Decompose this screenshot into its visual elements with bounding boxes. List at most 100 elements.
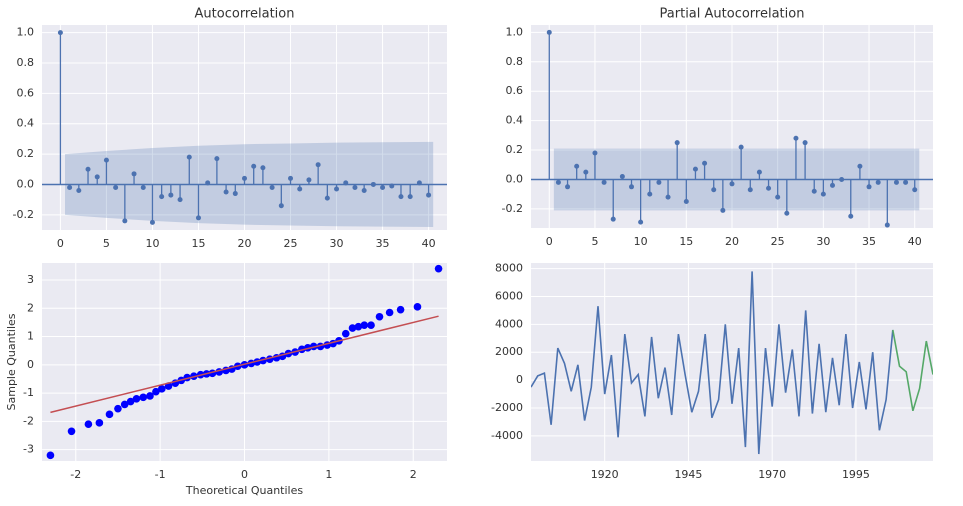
stem-marker bbox=[738, 144, 744, 150]
plot-area bbox=[531, 29, 933, 228]
y-tick-label: 0.2 bbox=[17, 147, 35, 160]
stem-marker bbox=[884, 222, 890, 228]
x-tick-label: 0 bbox=[241, 468, 248, 481]
stem-marker bbox=[334, 186, 340, 192]
stem-marker bbox=[343, 180, 349, 186]
x-tick-label: 2 bbox=[410, 468, 417, 481]
stem-marker bbox=[683, 199, 689, 205]
stem-marker bbox=[278, 203, 284, 209]
stem-marker bbox=[103, 157, 109, 163]
stem-marker bbox=[251, 163, 257, 169]
stem-marker bbox=[839, 176, 845, 182]
stem-marker bbox=[565, 184, 571, 190]
stem-marker bbox=[629, 184, 634, 190]
point bbox=[120, 400, 129, 409]
stem-marker bbox=[793, 135, 799, 141]
y-tick-label: 6000 bbox=[495, 289, 523, 302]
y-tick-label: -3 bbox=[23, 443, 34, 456]
chart-title: Autocorrelation bbox=[195, 7, 295, 22]
stem-marker bbox=[205, 180, 211, 186]
stem-marker bbox=[122, 218, 128, 224]
y-tick-label: 1.0 bbox=[506, 25, 524, 38]
stem-marker bbox=[848, 213, 854, 219]
point bbox=[367, 321, 375, 330]
stem-marker bbox=[720, 207, 726, 213]
stem-marker bbox=[912, 187, 918, 193]
y-tick-label: 0.8 bbox=[506, 55, 524, 68]
stem-marker bbox=[674, 140, 680, 146]
stem-marker bbox=[875, 179, 881, 185]
x-tick-label: 10 bbox=[145, 237, 159, 250]
x-tick-label: 10 bbox=[634, 235, 648, 248]
plot-area bbox=[531, 271, 933, 455]
y-tick-label: 0 bbox=[516, 373, 523, 386]
point bbox=[95, 419, 104, 427]
point bbox=[385, 308, 394, 317]
stem-marker bbox=[370, 181, 376, 187]
stem-marker bbox=[830, 182, 835, 188]
stem-marker bbox=[306, 177, 312, 183]
x-tick-label: 1 bbox=[325, 468, 332, 481]
line bbox=[531, 271, 894, 455]
stem-marker bbox=[747, 187, 753, 193]
stem-marker bbox=[784, 210, 790, 216]
panel: -4000 -2000 0 2000 4000 6000 8000 1920 1945 1970 1… bbox=[491, 262, 933, 481]
y-axis-label: Sample Quantiles bbox=[5, 313, 18, 410]
line bbox=[892, 329, 933, 412]
x-tick-label: 35 bbox=[376, 237, 390, 250]
stem-marker bbox=[168, 192, 174, 198]
point bbox=[434, 264, 443, 273]
stem-marker bbox=[380, 184, 386, 190]
x-tick-label: -1 bbox=[155, 468, 166, 481]
x-tick-label: -2 bbox=[70, 468, 81, 481]
stem-marker bbox=[352, 184, 358, 190]
plot-area bbox=[42, 30, 447, 227]
x-tick-label: 25 bbox=[284, 237, 298, 250]
stem-marker bbox=[232, 191, 238, 197]
stem-marker bbox=[407, 194, 413, 200]
stem-marker bbox=[297, 186, 303, 192]
stem-marker bbox=[177, 197, 183, 203]
stem-marker bbox=[315, 162, 321, 168]
stem-marker bbox=[140, 184, 146, 190]
y-tick-label: -2000 bbox=[491, 401, 523, 414]
stem-marker bbox=[647, 191, 653, 197]
y-tick-label: 0.6 bbox=[17, 86, 35, 99]
point bbox=[341, 329, 350, 338]
point bbox=[67, 427, 76, 436]
stem-marker bbox=[601, 179, 607, 185]
point bbox=[396, 305, 405, 314]
x-tick-label: 15 bbox=[679, 235, 693, 248]
stem-marker bbox=[260, 165, 266, 171]
stem-marker bbox=[85, 166, 91, 172]
x-tick-label: 35 bbox=[862, 235, 876, 248]
y-tick-label: -0.2 bbox=[13, 208, 34, 221]
stem-marker bbox=[76, 188, 82, 194]
stem-marker bbox=[131, 171, 137, 177]
y-tick-label: 3 bbox=[27, 273, 34, 286]
x-tick-label: 15 bbox=[191, 237, 205, 250]
x-tick-label: 20 bbox=[725, 235, 739, 248]
point bbox=[348, 324, 357, 332]
y-tick-label: 0.0 bbox=[506, 172, 524, 185]
stem-marker bbox=[638, 219, 644, 225]
y-tick-label: -0.2 bbox=[502, 202, 523, 215]
stem-marker bbox=[398, 194, 404, 200]
y-tick-label: 1.0 bbox=[17, 26, 35, 39]
stem-marker bbox=[416, 180, 422, 186]
stem-marker bbox=[223, 189, 229, 195]
y-tick-label: 2000 bbox=[495, 345, 523, 358]
x-tick-label: 30 bbox=[816, 235, 830, 248]
stem-marker bbox=[811, 188, 817, 194]
x-tick-label: 1995 bbox=[842, 468, 870, 481]
stem-marker bbox=[665, 194, 671, 200]
y-tick-label: 8000 bbox=[495, 262, 523, 275]
stem-marker bbox=[159, 194, 165, 200]
reference-line bbox=[50, 315, 439, 414]
point bbox=[132, 394, 141, 403]
point bbox=[375, 312, 384, 321]
x-tick-label: 30 bbox=[330, 237, 344, 250]
y-tick-label: 0 bbox=[27, 358, 34, 371]
stem-marker bbox=[269, 184, 275, 190]
stem-marker bbox=[242, 175, 247, 181]
